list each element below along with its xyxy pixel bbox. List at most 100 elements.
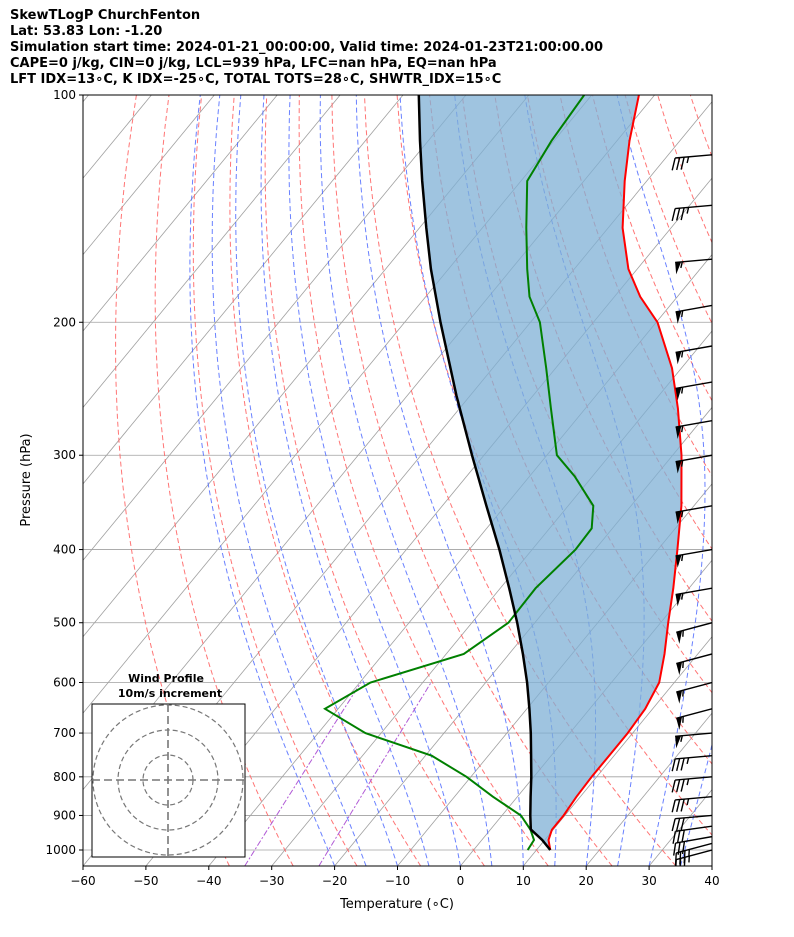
wind-barb-shaft [676, 849, 712, 861]
isotherm-line [83, 95, 215, 256]
wind-barb-shaft [675, 754, 712, 760]
wind-barb-feather [676, 818, 681, 831]
isotherm-line [83, 95, 530, 638]
wind-barb-flag [676, 690, 683, 704]
cin-shading [418, 95, 682, 850]
wind-barb-feather [673, 842, 677, 856]
wind-barb-shaft [675, 548, 712, 557]
x-tick-label: −30 [259, 874, 284, 888]
wind-barb-shaft [675, 454, 712, 463]
wind-barb-feather [671, 799, 676, 813]
wind-barb-feather [674, 852, 677, 866]
wind-barb [671, 814, 712, 832]
wind-barb-half-feather [681, 387, 684, 394]
profile-lines [323, 95, 683, 851]
wind-barb-shaft [675, 732, 712, 737]
wind-barb-shaft [675, 835, 712, 844]
location-line: Lat: 53.83 Lon: -1.20 [10, 24, 163, 39]
isotherm-line [83, 95, 404, 485]
wind-barb-half-feather [686, 207, 690, 214]
moist-adiabat-line [260, 95, 430, 866]
wind-barb [675, 505, 712, 525]
wind-barb [675, 419, 712, 439]
wind-barb [675, 258, 712, 275]
wind-barb-flag [675, 460, 682, 474]
wind-barb-flag [676, 630, 683, 644]
moist-adiabat-line [319, 95, 493, 866]
wind-barb-feather [676, 758, 681, 771]
dry-adiabat-line [723, 95, 794, 866]
wind-barb-shaft [676, 681, 712, 693]
hodograph-subtitle: 10m/s increment [118, 687, 222, 700]
isotherm-line [775, 95, 794, 866]
wind-barb [671, 796, 712, 813]
wind-barb-shaft [675, 796, 712, 801]
parcel-profile-line [417, 95, 552, 851]
dry-adiabat-line [229, 95, 422, 866]
wind-barb-feather [676, 779, 681, 793]
x-tick-label: −60 [70, 874, 95, 888]
wind-barb-feather [671, 758, 676, 772]
moist-adiabat-line [189, 95, 336, 866]
wind-barbs [671, 154, 712, 866]
x-tick-label: 10 [516, 874, 531, 888]
wind-barb-feather [677, 842, 681, 855]
wind-barb-shaft [675, 587, 712, 596]
wind-barb-feather [681, 841, 686, 855]
moist-adiabat-line [288, 95, 461, 866]
wind-barb [671, 154, 712, 171]
mixing-ratio-line [244, 682, 362, 866]
wind-barb-shaft [675, 825, 712, 833]
wind-barb [675, 548, 712, 568]
wind-barb-feather [680, 207, 685, 221]
mixing-ratio-line [318, 682, 432, 866]
isotherm-line [145, 177, 712, 866]
wind-barb [676, 622, 712, 644]
y-tick-label: 300 [53, 448, 76, 462]
wind-barb-feather [680, 779, 685, 792]
wind-barb [671, 754, 712, 772]
wind-barb-half-feather [681, 310, 684, 317]
stability-indices-line: LFT IDX=13∘C, K IDX=-25∘C, TOTAL TOTS=28… [10, 72, 502, 87]
wind-barb-feather [671, 208, 676, 222]
wind-barb-feather [680, 798, 685, 812]
isotherm-line [397, 483, 712, 866]
hodograph-inset: Wind Profile 10m/s increment [91, 672, 246, 858]
dry-adiabat-line [264, 95, 485, 866]
wind-barb [675, 587, 712, 607]
isotherm-line [83, 95, 89, 103]
dry-adiabat-line [154, 95, 294, 866]
wind-barb-shaft [675, 304, 712, 313]
wind-barb-feather [676, 799, 681, 813]
wind-barb-shaft [675, 345, 712, 354]
wind-barb-flag [675, 310, 682, 324]
wind-barb-half-feather [681, 351, 684, 358]
x-tick-label: −10 [385, 874, 410, 888]
x-tick-label: 0 [457, 874, 465, 888]
y-tick-label: 500 [53, 616, 76, 630]
wind-barb-flag [676, 716, 683, 730]
wind-barb-half-feather [686, 778, 690, 786]
wind-barb-feather [676, 830, 681, 844]
wind-barb-half-feather [681, 510, 684, 518]
wind-barb-shaft [676, 708, 712, 720]
wind-barb-flag [675, 511, 682, 525]
wind-barb-shaft [675, 154, 712, 159]
wind-barb-flag [675, 554, 682, 568]
chart-header: SkewTLogP ChurchFenton Lat: 53.83 Lon: -… [10, 8, 603, 88]
dry-adiabat-line [689, 95, 712, 158]
isotherm-line [522, 636, 712, 866]
wind-barb-shaft [675, 419, 712, 428]
isotherm-line [83, 95, 467, 561]
time-line: Simulation start time: 2024-01-21_00:00:… [10, 40, 603, 55]
y-tick-label: 700 [53, 726, 76, 740]
y-tick-label: 800 [53, 770, 76, 784]
wind-barb-half-feather [681, 554, 684, 562]
wind-barb-half-feather [681, 425, 684, 433]
dry-adiabat-line [331, 95, 613, 866]
wind-barb-feather [683, 850, 686, 864]
wind-barb-shaft [675, 814, 712, 820]
wind-barb-half-feather [686, 798, 690, 806]
hodograph-title: Wind Profile [128, 672, 204, 685]
wind-barb-flag [675, 387, 682, 401]
